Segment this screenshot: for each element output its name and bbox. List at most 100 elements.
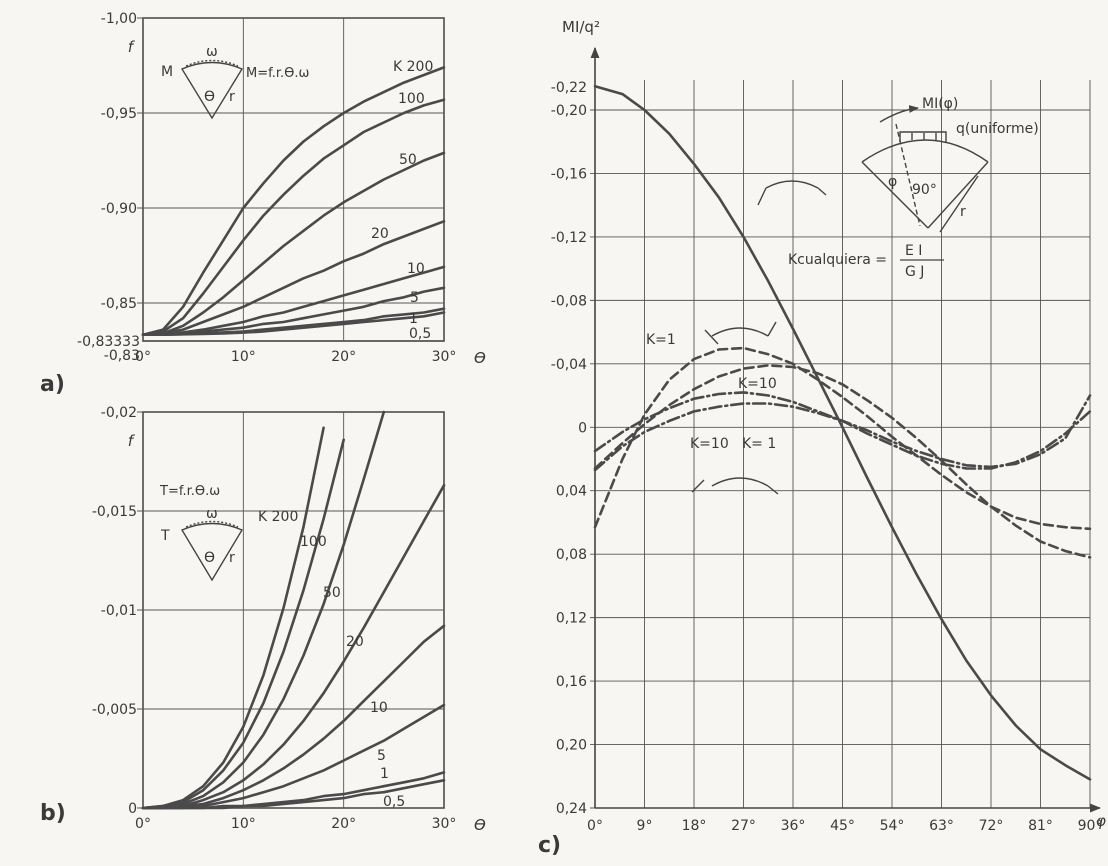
x-tick-label: 54°: [880, 818, 905, 834]
series-label: 5: [377, 748, 386, 764]
x-tick-label: 0°: [135, 349, 151, 365]
panel-c-label-k1-lower: K= 1: [742, 436, 776, 452]
y-tick-label: -0,20: [551, 103, 587, 119]
series-label: 1: [380, 766, 389, 782]
panel-c-inset-phi: φ: [888, 174, 897, 190]
x-tick-label: 30°: [432, 816, 457, 832]
panel-c-ticks: 0° 9° 18° 27° 36° 45° 54° 63° 72° 81° 90° -0,22 -0,2…: [551, 18, 1106, 834]
series-line-c-2: [593, 364, 1092, 559]
series-label: 1: [409, 311, 418, 327]
series-label: 20: [346, 634, 364, 650]
y-tick-label: -0,90: [101, 201, 137, 217]
x-axis-label: φ: [1096, 812, 1106, 830]
y-tick-label: 0: [128, 801, 137, 817]
series-line-a-1: [141, 98, 446, 336]
y-tick-label: -0,16: [551, 166, 587, 182]
series-label: 0,5: [383, 794, 405, 810]
k-formula-prefix: Kcualquiera =: [788, 252, 887, 268]
panel-a-inset-theta: ϴ: [204, 89, 215, 105]
panel-a-ticks: 0° 10° 20° 30° -1,00 -0,95 -0,90 -0,85 f ϴ: [101, 11, 486, 367]
sketch-ffix-arch: [711, 477, 769, 487]
panel-c-inset-radius-left: [861, 161, 929, 229]
series-line-a-0: [141, 66, 446, 336]
panel-b-formula: T=f.r.ϴ.ω: [159, 484, 220, 499]
panel-b-tag: b): [40, 801, 66, 826]
panel-c-sketch-fixed-free: [704, 321, 777, 345]
series-label: K 200: [393, 59, 433, 75]
y-tick-label: -0,01: [101, 603, 137, 619]
panel-a-inset-omega: ω: [206, 44, 218, 60]
sketch-free-end: [757, 187, 767, 206]
y-tick-label: -0,005: [92, 702, 137, 718]
y-tick-label: 0,08: [556, 547, 587, 563]
y-tick-label: -1,00: [101, 11, 137, 27]
series-label: 50: [323, 585, 341, 601]
y-tick-label: -0,02: [101, 405, 137, 421]
series-label: K 200: [258, 509, 298, 525]
series-line-a-4: [141, 265, 446, 336]
series-line-a-3: [141, 220, 446, 336]
panel-b-inset-r: r: [229, 550, 235, 566]
panel-c-label-k1-upper: K=1: [646, 332, 676, 348]
x-tick-label: 81°: [1028, 818, 1053, 834]
series-label: 0,5: [409, 326, 431, 342]
panel-b-grid: [137, 411, 445, 809]
sketch-ffix-hatch: [767, 485, 779, 495]
k-formula-numerator: E I: [905, 243, 922, 259]
y-axis-label: f: [128, 38, 136, 56]
panel-a-inset-r: r: [229, 89, 235, 105]
x-tick-label: 10°: [231, 816, 256, 832]
panel-c-label-k10-upper: K=10: [738, 376, 777, 392]
k-formula-denominator: G J: [905, 264, 924, 280]
panel-b: 0° 10° 20° 30° -0,02 -0,015 -0,01 -0,005 0 f ϴ K 2…: [40, 405, 486, 834]
panel-c-inset-load-block: [899, 131, 947, 142]
panel-b-curves: [141, 410, 446, 810]
panel-b-inset-load: [185, 520, 239, 528]
y-axis-label: f: [128, 432, 136, 450]
x-tick-label: 0°: [587, 818, 603, 834]
panel-c-curves: [593, 84, 1092, 781]
y-tick-label: -0,12: [551, 230, 587, 246]
x-tick-label: 0°: [135, 816, 151, 832]
series-label: 100: [398, 91, 425, 107]
x-tick-label: 20°: [331, 349, 356, 365]
panel-a-series-labels: K 200 100 50 20 10 5 10,5: [371, 59, 433, 342]
panel-b-inset-symbol: T: [160, 528, 170, 544]
panel-a-inset-formula: M=f.r.ϴ.ω: [246, 66, 309, 81]
y-tick-label: 0,12: [556, 611, 587, 627]
series-line-b-3: [141, 484, 446, 810]
sketch-ff-free: [767, 321, 777, 337]
panel-c-tag: c): [538, 833, 561, 858]
y-tick-label: 0,20: [556, 738, 587, 754]
panel-b-inset-diagram: T ω ϴ r: [160, 506, 244, 582]
panel-c-label-k10-lower: K=10: [690, 436, 729, 452]
x-tick-label: 45°: [830, 818, 855, 834]
panel-c-inset-angle: 90°: [912, 182, 937, 198]
x-tick-label: 90°: [1078, 818, 1103, 834]
panel-c-inset-moment-arrow: [879, 105, 919, 123]
panel-c-sketch-free-fixed: [691, 477, 779, 495]
panel-c-inset-r-dim: [939, 175, 979, 233]
y-tick-label: -0,85: [101, 296, 137, 312]
x-tick-label: 36°: [781, 818, 806, 834]
series-line-c-4: [593, 394, 1092, 472]
series-line-c-0: [593, 84, 1092, 781]
sketch-ffix-free: [691, 479, 705, 493]
panel-a-inset-diagram: M ω ϴ r M=f.r.ϴ.ω: [161, 44, 309, 120]
panel-c-k-formula: Kcualquiera = E I G J: [788, 243, 944, 280]
panel-b-inset-theta: ϴ: [204, 550, 215, 566]
panel-c-inset-r: r: [960, 204, 966, 220]
panel-b-ticks: 0° 10° 20° 30° -0,02 -0,015 -0,01 -0,005 0 f ϴ: [92, 405, 486, 834]
panel-a-tag: a): [40, 372, 65, 397]
x-tick-label: 9°: [637, 818, 653, 834]
x-tick-label: 20°: [331, 816, 356, 832]
series-line-b-2: [141, 410, 386, 810]
y-tick-label: -0,08: [551, 293, 587, 309]
series-line-a-7: [141, 311, 446, 336]
x-axis-label: ϴ: [474, 816, 486, 834]
x-tick-label: 10°: [231, 349, 256, 365]
panel-a: 0° 10° 20° 30° -1,00 -0,95 -0,90 -0,85 f ϴ K 200 1…: [40, 11, 486, 397]
panel-a-inset-load: [185, 59, 239, 67]
x-tick-label: 18°: [682, 818, 707, 834]
